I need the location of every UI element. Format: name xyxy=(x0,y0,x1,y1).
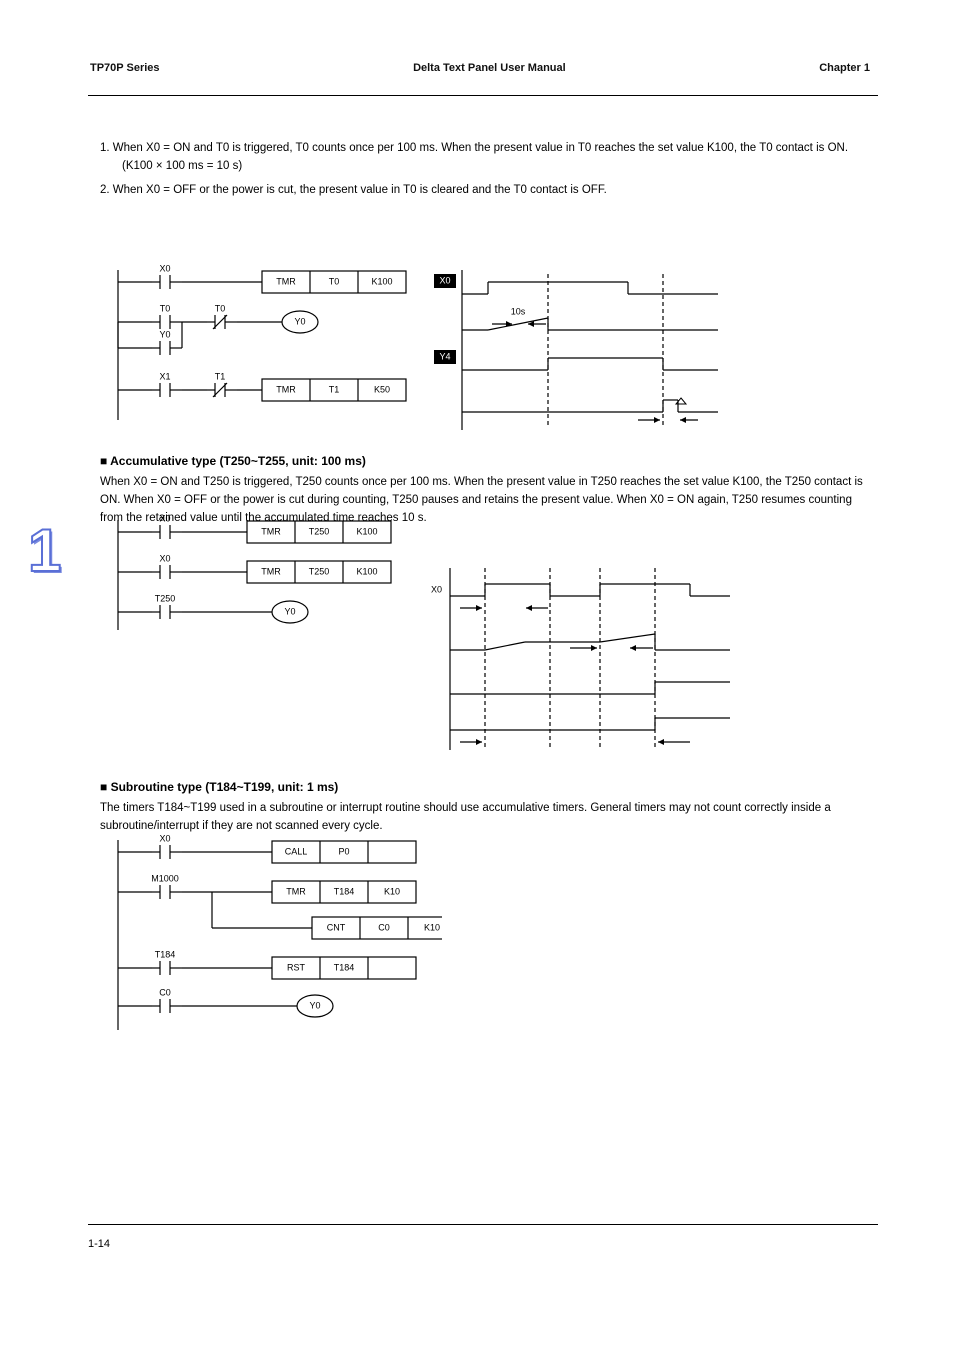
para-1: 1. When X0 = ON and T0 is triggered, T0 … xyxy=(100,140,870,176)
svg-text:TMR: TMR xyxy=(276,276,296,286)
svg-text:C0: C0 xyxy=(159,987,171,997)
svg-text:Y4: Y4 xyxy=(439,351,450,361)
svg-text:T250: T250 xyxy=(155,593,176,603)
footer-page-number: 1-14 xyxy=(88,1238,110,1250)
footer-rule xyxy=(88,1224,878,1225)
svg-text:T250: T250 xyxy=(309,526,330,536)
svg-text:K100: K100 xyxy=(371,276,392,286)
svg-text:CALL: CALL xyxy=(285,846,308,856)
header-center: Delta Text Panel User Manual xyxy=(413,62,566,74)
svg-text:T250: T250 xyxy=(309,566,330,576)
svg-text:C0: C0 xyxy=(378,922,390,932)
svg-text:RST: RST xyxy=(287,962,306,972)
sec3-title: ■ Subroutine type (T184~T199, unit: 1 ms… xyxy=(100,780,870,794)
svg-text:T184: T184 xyxy=(155,949,176,959)
svg-text:TMR: TMR xyxy=(276,384,296,394)
svg-text:X0: X0 xyxy=(431,584,442,594)
svg-text:X0: X0 xyxy=(159,833,170,843)
svg-text:T1: T1 xyxy=(329,384,340,394)
svg-text:T184: T184 xyxy=(334,886,355,896)
svg-text:M1000: M1000 xyxy=(151,873,179,883)
sec2-title: ■ Accumulative type (T250~T255, unit: 10… xyxy=(100,454,870,468)
svg-text:X0: X0 xyxy=(159,513,170,523)
header-rule xyxy=(88,95,878,96)
svg-text:TMR: TMR xyxy=(261,526,281,536)
svg-text:10s: 10s xyxy=(511,306,526,316)
section3-text: ■ Subroutine type (T184~T199, unit: 1 ms… xyxy=(100,780,870,836)
svg-text:K100: K100 xyxy=(356,526,377,536)
page: TP70P Series Delta Text Panel User Manua… xyxy=(0,0,954,1350)
fig2-ladder: X0 TMR T250 K100 X0 TMR T250 K100 T250 Y0 xyxy=(112,510,412,640)
svg-text:Y0: Y0 xyxy=(309,1000,320,1010)
svg-text:X1: X1 xyxy=(159,371,170,381)
svg-text:T0: T0 xyxy=(160,303,171,313)
svg-text:K100: K100 xyxy=(356,566,377,576)
svg-text:T1: T1 xyxy=(215,371,226,381)
svg-text:X0: X0 xyxy=(159,263,170,273)
svg-text:X0: X0 xyxy=(439,275,450,285)
fig2-waveform: X0 xyxy=(430,560,750,760)
svg-text:Y0: Y0 xyxy=(159,329,170,339)
fig1-explain: 1. When X0 = ON and T0 is triggered, T0 … xyxy=(100,140,870,199)
fig3-ladder: X0 CALL P0 M1000 TMR T184 K10 CNT C0 K10 T184 RST T1… xyxy=(112,830,442,1040)
svg-text:K10: K10 xyxy=(384,886,400,896)
header-left: TP70P Series xyxy=(90,62,160,74)
svg-text:K50: K50 xyxy=(374,384,390,394)
svg-text:P0: P0 xyxy=(338,846,349,856)
fig1-waveform: X0 10s Y4 xyxy=(428,260,728,440)
svg-text:Y0: Y0 xyxy=(294,316,305,326)
para-2: 2. When X0 = OFF or the power is cut, th… xyxy=(100,182,870,200)
page-header: TP70P Series Delta Text Panel User Manua… xyxy=(90,62,870,74)
svg-text:CNT: CNT xyxy=(327,922,346,932)
svg-text:TMR: TMR xyxy=(261,566,281,576)
fig1-ladder: X0 TMR T0 K100 T0 T0 Y0 Y0 X1 T1 TMR T1 K50 xyxy=(112,260,412,430)
svg-text:T0: T0 xyxy=(329,276,340,286)
header-right: Chapter 1 xyxy=(819,62,870,74)
svg-text:K10: K10 xyxy=(424,922,440,932)
svg-text:T0: T0 xyxy=(215,303,226,313)
svg-text:T184: T184 xyxy=(334,962,355,972)
svg-text:Y0: Y0 xyxy=(284,606,295,616)
svg-text:X0: X0 xyxy=(159,553,170,563)
chapter-number-outline: 1 xyxy=(28,516,61,585)
svg-text:TMR: TMR xyxy=(286,886,306,896)
